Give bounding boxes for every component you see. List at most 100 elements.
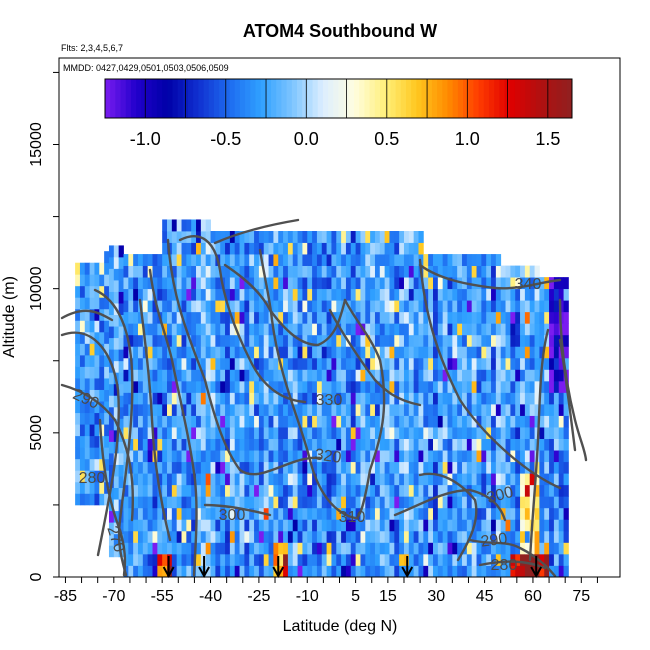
heatmap-cell — [220, 530, 226, 543]
heatmap-cell — [186, 254, 192, 266]
heatmap-cell — [302, 346, 308, 359]
heatmap-cell — [108, 383, 115, 396]
heatmap-cell — [186, 542, 192, 555]
heatmap-cell — [176, 461, 182, 474]
heatmap-cell — [428, 380, 434, 393]
heatmap-cell — [563, 427, 569, 439]
heatmap-cell — [321, 415, 328, 428]
heatmap-cell — [457, 461, 463, 474]
heatmap-cell — [505, 438, 511, 451]
heatmap-cell — [520, 357, 526, 370]
heatmap-cell — [312, 392, 318, 405]
heatmap-cell — [89, 297, 95, 310]
heatmap-cell — [495, 519, 502, 532]
heatmap-cell — [287, 231, 294, 243]
heatmap-cell — [181, 530, 187, 543]
heatmap-cell — [486, 427, 492, 439]
heatmap-cell — [321, 265, 328, 278]
heatmap-cell — [476, 357, 482, 370]
heatmap-cell — [403, 323, 410, 336]
heatmap-cell — [486, 300, 492, 313]
heatmap-cell — [408, 473, 415, 486]
heatmap-cell — [505, 507, 511, 520]
heatmap-cell — [312, 530, 318, 543]
heatmap-cell — [171, 288, 178, 301]
heatmap-cell — [244, 496, 250, 509]
heatmap-cell — [341, 473, 347, 486]
heatmap-cell — [268, 427, 274, 439]
heatmap-cell — [186, 450, 192, 463]
heatmap-cell — [312, 415, 318, 428]
heatmap-cell — [316, 450, 323, 463]
heatmap-cell — [239, 519, 245, 532]
heatmap-cell — [287, 565, 294, 578]
heatmap-cell — [234, 334, 240, 347]
heatmap-cell — [210, 346, 216, 359]
heatmap-cell — [254, 542, 260, 555]
heatmap-cell — [171, 507, 178, 520]
heatmap-cell — [205, 450, 211, 463]
colorbar-swatch — [333, 79, 339, 118]
heatmap-cell — [491, 300, 497, 313]
heatmap-cell — [215, 496, 221, 509]
heatmap-cell — [481, 404, 487, 416]
heatmap-cell — [524, 392, 531, 405]
heatmap-cell — [466, 496, 473, 509]
heatmap-cell — [433, 496, 439, 509]
heatmap-cell — [350, 473, 357, 486]
heatmap-cell — [307, 288, 313, 301]
heatmap-cell — [355, 519, 361, 532]
heatmap-cell — [157, 380, 163, 393]
heatmap-cell — [500, 450, 506, 463]
heatmap-cell — [297, 542, 303, 555]
heatmap-cell — [104, 447, 110, 460]
heatmap-cell — [171, 484, 178, 497]
heatmap-cell — [316, 380, 323, 393]
heatmap-cell — [553, 461, 560, 474]
heatmap-cell — [75, 297, 81, 310]
heatmap-cell — [191, 300, 197, 313]
heatmap-cell — [89, 262, 95, 275]
heatmap-cell — [345, 242, 352, 255]
heatmap-cell — [268, 254, 274, 266]
contour-label: 280 — [79, 470, 106, 487]
heatmap-cell — [79, 435, 86, 448]
heatmap-cell — [191, 323, 197, 336]
heatmap-cell — [302, 265, 308, 278]
heatmap-cell — [316, 242, 323, 255]
heatmap-cell — [302, 277, 308, 290]
heatmap-cell — [486, 415, 492, 428]
heatmap-cell — [278, 496, 284, 509]
heatmap-cell — [476, 404, 482, 416]
heatmap-cell — [316, 392, 323, 405]
heatmap-cell — [167, 484, 173, 497]
heatmap-cell — [157, 404, 163, 416]
heatmap-cell — [495, 254, 502, 266]
heatmap-cell — [399, 427, 405, 439]
heatmap-cell — [249, 542, 255, 555]
heatmap-cell — [442, 553, 448, 566]
heatmap-cell — [273, 277, 279, 290]
heatmap-cell — [283, 288, 289, 301]
heatmap-cell — [365, 496, 371, 509]
heatmap-cell — [123, 334, 129, 347]
heatmap-cell — [495, 565, 502, 578]
heatmap-cell — [84, 366, 91, 379]
heatmap-cell — [437, 357, 444, 370]
heatmap-cell — [283, 461, 289, 474]
heatmap-cell — [171, 542, 178, 555]
heatmap-cell — [442, 392, 448, 405]
heatmap-cell — [229, 404, 236, 416]
heatmap-cell — [254, 311, 260, 324]
heatmap-cell — [123, 357, 129, 370]
heatmap-cell — [152, 392, 158, 405]
heatmap-cell — [500, 427, 506, 439]
heatmap-cell — [345, 369, 352, 382]
heatmap-cell — [394, 277, 400, 290]
heatmap-cell — [365, 231, 371, 243]
heatmap-cell — [239, 461, 245, 474]
heatmap-cell — [558, 519, 564, 532]
heatmap-cell — [433, 323, 439, 336]
heatmap-cell — [350, 392, 357, 405]
heatmap-cell — [553, 484, 560, 497]
